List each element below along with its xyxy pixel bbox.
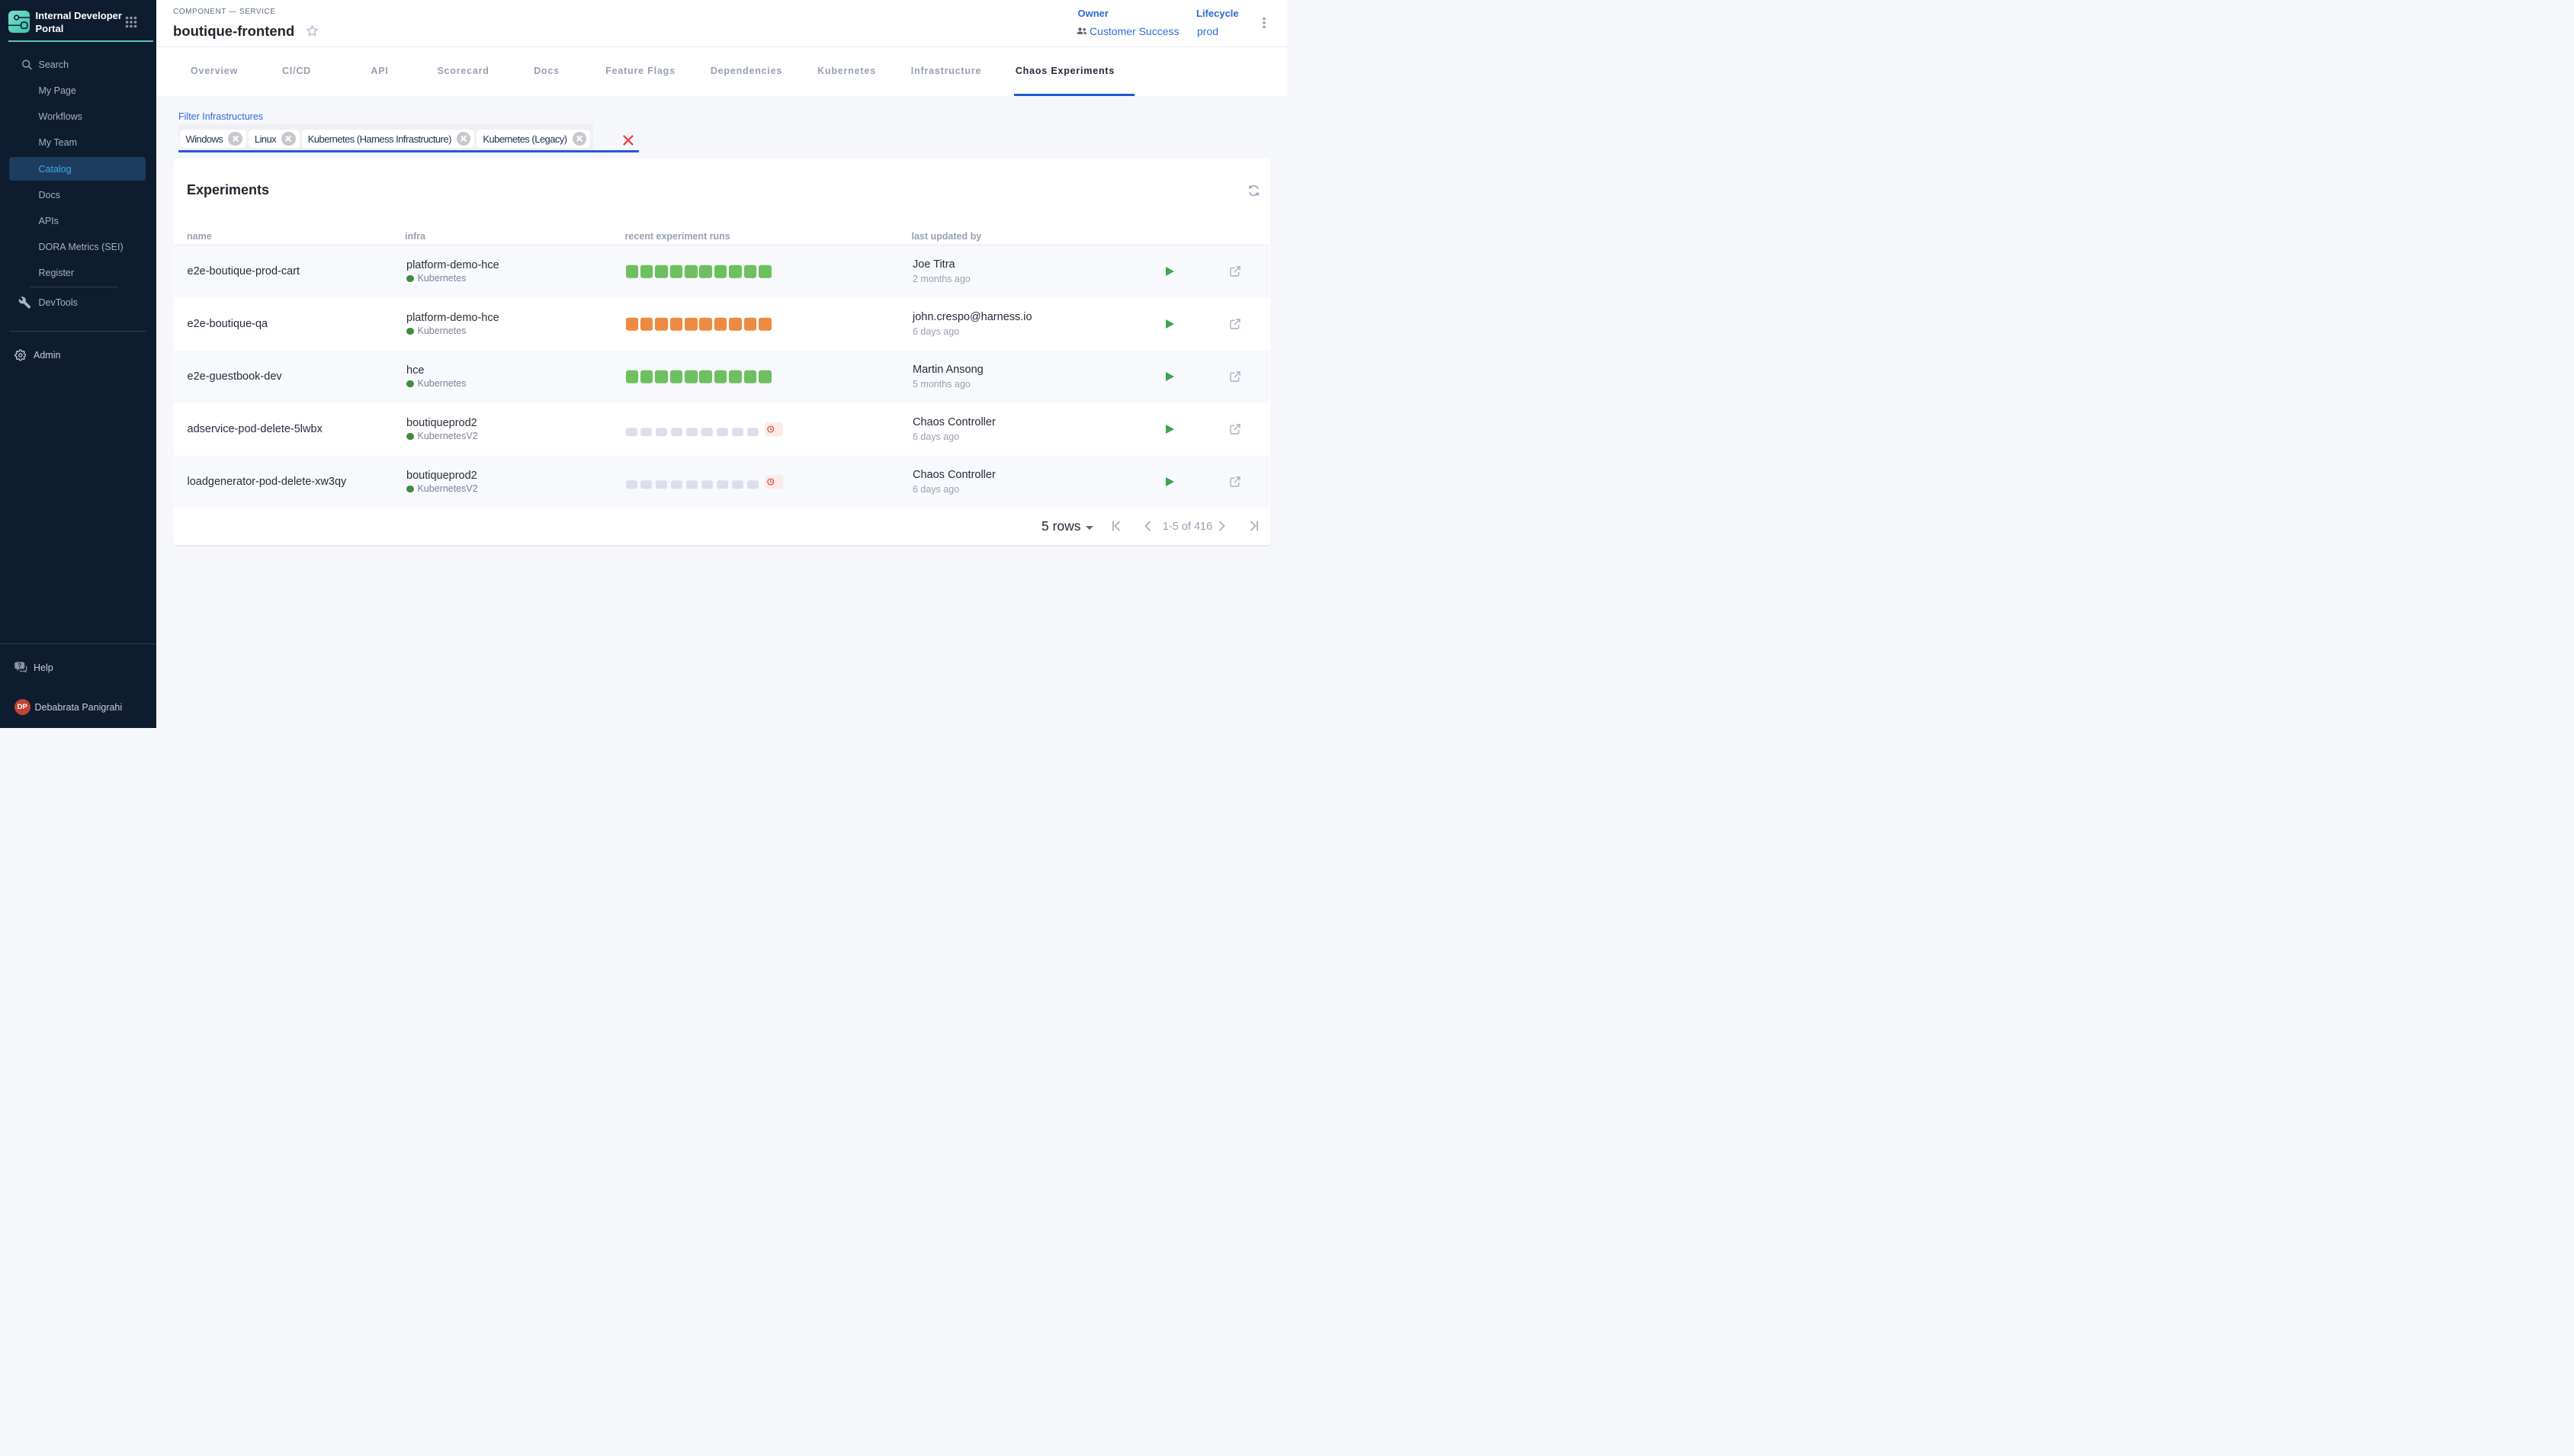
svg-text:?: ?: [18, 662, 21, 669]
